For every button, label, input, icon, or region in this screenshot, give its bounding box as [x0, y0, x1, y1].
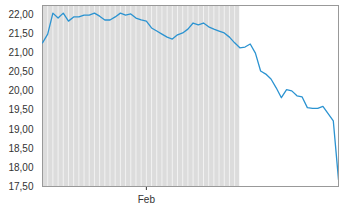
svg-text:22,00: 22,00	[8, 9, 33, 20]
svg-text:20,50: 20,50	[8, 66, 33, 77]
svg-text:18,50: 18,50	[8, 143, 33, 154]
svg-text:21,50: 21,50	[8, 28, 33, 39]
svg-text:Feb: Feb	[138, 194, 156, 205]
svg-text:17,50: 17,50	[8, 181, 33, 192]
svg-text:20,00: 20,00	[8, 85, 33, 96]
svg-text:21,00: 21,00	[8, 47, 33, 58]
svg-text:19,00: 19,00	[8, 124, 33, 135]
svg-text:18,00: 18,00	[8, 162, 33, 173]
svg-text:19,50: 19,50	[8, 104, 33, 115]
